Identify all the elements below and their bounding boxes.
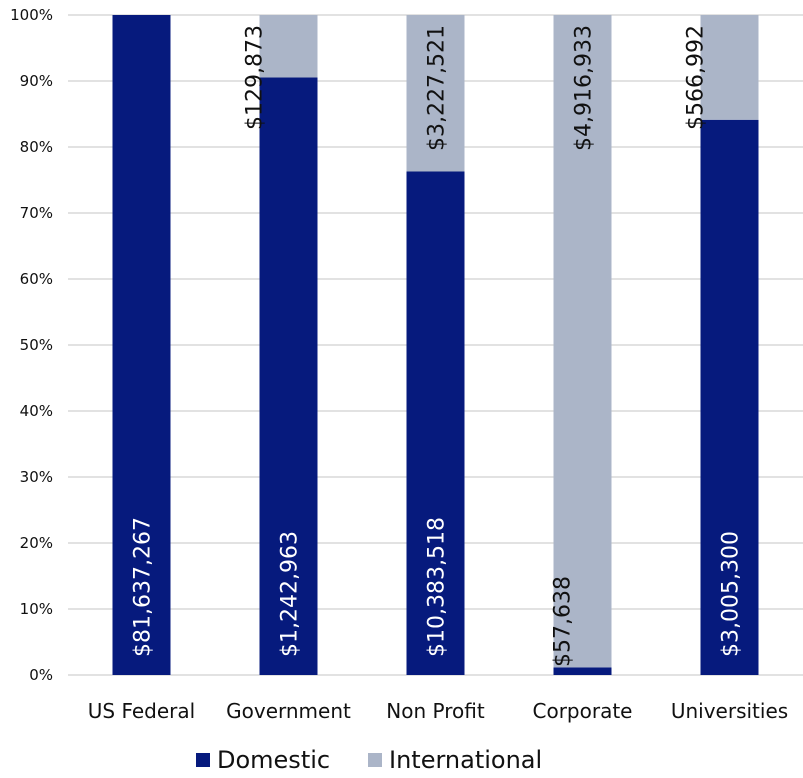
y-tick-label: 0% — [29, 666, 53, 684]
y-tick-label: 30% — [20, 468, 53, 486]
data-label-domestic: $3,005,300 — [719, 531, 744, 657]
legend-swatch — [368, 753, 382, 767]
data-label-domestic: $57,638 — [551, 576, 576, 667]
category-label: Corporate — [533, 699, 633, 723]
legend-label: International — [389, 746, 542, 774]
data-label-domestic: $1,242,963 — [278, 531, 303, 657]
legend-label: Domestic — [217, 746, 330, 774]
y-tick-label: 80% — [20, 138, 53, 156]
data-label-domestic: $10,383,518 — [425, 517, 450, 657]
y-tick-label: 20% — [20, 534, 53, 552]
category-label: Non Profit — [386, 699, 485, 723]
axes: 0% 10% 20% 30% 40% 50% 60% 70% 80% 90% 100% US Fede… — [10, 6, 788, 723]
legend: Domestic International — [196, 746, 542, 774]
bar-international — [259, 15, 318, 78]
data-label-international: $4,916,933 — [572, 25, 597, 151]
category-label: Government — [226, 699, 351, 723]
bar-domestic — [700, 119, 759, 675]
bars — [112, 15, 759, 675]
data-labels: $81,637,267 $1,242,963 $129,873 $10,383,518… — [131, 25, 744, 667]
bar-international — [700, 15, 759, 120]
bar-domestic — [406, 171, 465, 675]
y-tick-label: 60% — [20, 270, 53, 288]
category-label: US Federal — [88, 699, 195, 723]
data-label-international: $3,227,521 — [425, 25, 450, 151]
bar-domestic — [553, 667, 612, 675]
y-tick-label: 100% — [10, 6, 53, 24]
data-label-domestic: $81,637,267 — [131, 517, 156, 657]
bar-domestic — [112, 15, 171, 675]
y-tick-label: 10% — [20, 600, 53, 618]
y-tick-label: 90% — [20, 72, 53, 90]
bar-domestic — [259, 77, 318, 675]
bar-international — [406, 15, 465, 172]
data-label-international: $129,873 — [243, 25, 268, 130]
y-tick-label: 70% — [20, 204, 53, 222]
bar-international — [553, 15, 612, 668]
data-label-international: $566,992 — [684, 25, 709, 130]
category-label: Universities — [671, 699, 788, 723]
y-tick-label: 50% — [20, 336, 53, 354]
y-tick-label: 40% — [20, 402, 53, 420]
legend-swatch — [196, 753, 210, 767]
